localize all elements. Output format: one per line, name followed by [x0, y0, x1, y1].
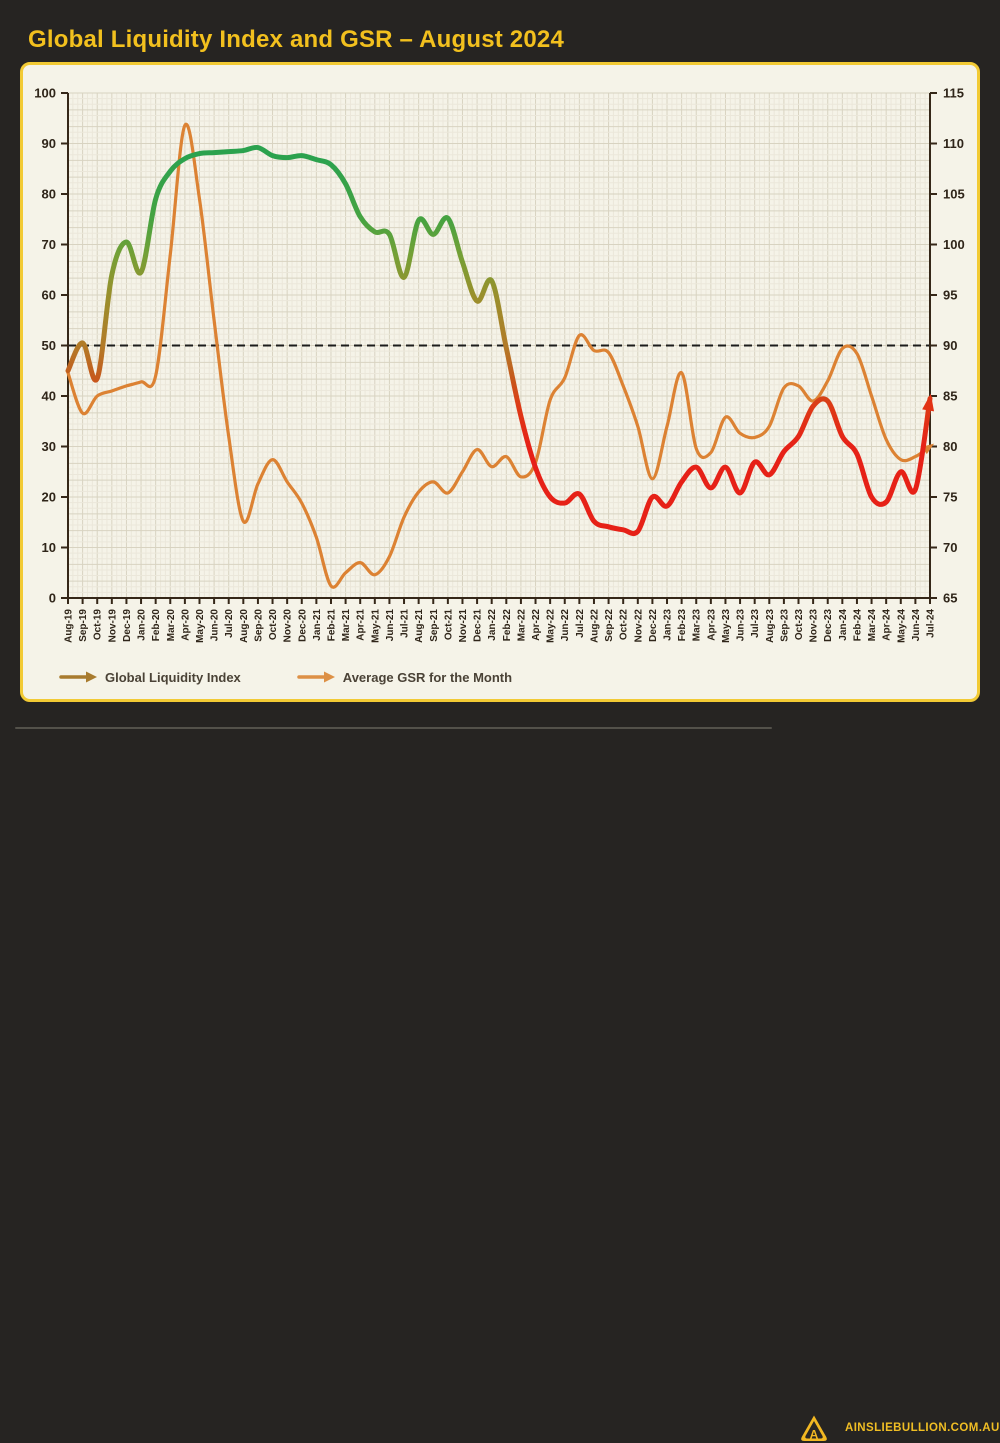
svg-text:Jun-22: Jun-22: [560, 609, 571, 642]
svg-text:Jul-24: Jul-24: [926, 609, 937, 638]
chart-plot-area: 100 90 80 70 60 50 40 30 20 10 0 115 110 105 100 95 90 85…: [23, 65, 977, 699]
svg-text:90: 90: [943, 338, 957, 353]
svg-text:Sep-22: Sep-22: [604, 609, 615, 642]
svg-text:Dec-19: Dec-19: [122, 609, 133, 642]
svg-text:Jul-22: Jul-22: [575, 609, 586, 638]
svg-text:85: 85: [943, 389, 957, 404]
svg-text:0: 0: [49, 591, 56, 606]
svg-text:Mar-23: Mar-23: [692, 609, 703, 642]
svg-text:Jun-20: Jun-20: [210, 609, 221, 642]
svg-text:Apr-21: Apr-21: [356, 609, 367, 641]
svg-text:May-21: May-21: [370, 609, 381, 643]
svg-text:Jun-24: Jun-24: [911, 609, 922, 642]
svg-text:30: 30: [42, 439, 56, 454]
svg-text:Jan-22: Jan-22: [487, 609, 498, 641]
chart-legend: Global Liquidity Index Average GSR for t…: [59, 664, 512, 690]
svg-text:60: 60: [42, 288, 56, 303]
svg-text:Dec-22: Dec-22: [648, 609, 659, 642]
footer-divider: [15, 727, 772, 729]
svg-text:65: 65: [943, 591, 957, 606]
svg-text:50: 50: [42, 338, 56, 353]
svg-text:Aug-19: Aug-19: [64, 609, 75, 643]
svg-text:70: 70: [42, 237, 56, 252]
svg-text:90: 90: [42, 136, 56, 151]
svg-text:Oct-23: Oct-23: [794, 609, 805, 641]
svg-text:Jun-21: Jun-21: [385, 609, 396, 642]
svg-text:20: 20: [42, 490, 56, 505]
svg-text:Aug-23: Aug-23: [765, 609, 776, 643]
svg-text:Sep-21: Sep-21: [429, 609, 440, 642]
svg-text:May-23: May-23: [721, 609, 732, 643]
svg-text:Feb-23: Feb-23: [677, 609, 688, 642]
svg-text:Nov-20: Nov-20: [283, 609, 294, 643]
svg-text:Apr-23: Apr-23: [706, 609, 717, 641]
gli-arrow-icon: [59, 670, 99, 684]
svg-text:10: 10: [42, 540, 56, 555]
svg-text:Dec-20: Dec-20: [297, 609, 308, 642]
svg-text:80: 80: [42, 187, 56, 202]
svg-text:May-20: May-20: [195, 609, 206, 643]
page-title: Global Liquidity Index and GSR – August …: [28, 26, 564, 53]
svg-text:Apr-20: Apr-20: [180, 609, 191, 641]
svg-text:Sep-23: Sep-23: [779, 609, 790, 642]
legend-label-gsr: Average GSR for the Month: [342, 669, 513, 685]
svg-text:Mar-22: Mar-22: [516, 609, 527, 642]
svg-text:Oct-21: Oct-21: [443, 609, 454, 641]
svg-text:Mar-20: Mar-20: [166, 609, 177, 642]
svg-text:Oct-19: Oct-19: [93, 609, 104, 641]
svg-text:Oct-20: Oct-20: [268, 609, 279, 641]
svg-text:Jul-20: Jul-20: [224, 609, 235, 638]
svg-text:Aug-20: Aug-20: [239, 609, 250, 643]
svg-text:Dec-21: Dec-21: [473, 609, 484, 642]
svg-text:Apr-24: Apr-24: [882, 609, 893, 641]
svg-text:Nov-23: Nov-23: [809, 609, 820, 643]
svg-text:Jul-23: Jul-23: [750, 609, 761, 638]
footer: A AINSLIEBULLION.COM.AU: [0, 702, 1000, 1442]
svg-text:40: 40: [42, 389, 56, 404]
svg-text:Sep-19: Sep-19: [78, 609, 89, 642]
svg-text:100: 100: [943, 237, 965, 252]
svg-text:75: 75: [943, 490, 957, 505]
svg-text:100: 100: [34, 86, 56, 101]
svg-text:Jun-23: Jun-23: [736, 609, 747, 642]
svg-text:Jan-24: Jan-24: [838, 609, 849, 641]
svg-text:Jul-21: Jul-21: [400, 609, 411, 638]
svg-text:Apr-22: Apr-22: [531, 609, 542, 641]
svg-text:105: 105: [943, 187, 965, 202]
svg-text:May-24: May-24: [896, 609, 907, 643]
legend-item-gli: Global Liquidity Index: [59, 670, 241, 685]
svg-text:Dec-23: Dec-23: [823, 609, 834, 642]
legend-label-gli: Global Liquidity Index: [105, 669, 241, 685]
svg-text:95: 95: [943, 288, 957, 303]
svg-text:Jan-23: Jan-23: [663, 609, 674, 641]
svg-text:115: 115: [943, 86, 964, 101]
chart-panel: 100 90 80 70 60 50 40 30 20 10 0 115 110 105 100 95 90 85…: [20, 62, 980, 702]
footer-site-url: AINSLIEBULLION.COM.AU: [845, 1422, 1000, 1434]
svg-text:Sep-20: Sep-20: [253, 609, 264, 642]
legend-item-gsr: Average GSR for the Month: [297, 670, 512, 685]
svg-text:110: 110: [943, 136, 964, 151]
svg-text:70: 70: [943, 540, 957, 555]
svg-text:Feb-22: Feb-22: [502, 609, 513, 642]
svg-text:Aug-22: Aug-22: [589, 609, 600, 643]
svg-text:Jan-21: Jan-21: [312, 609, 323, 641]
svg-text:Aug-21: Aug-21: [414, 609, 425, 643]
svg-text:May-22: May-22: [546, 609, 557, 643]
svg-text:Jan-20: Jan-20: [137, 609, 148, 641]
svg-text:80: 80: [943, 439, 957, 454]
svg-text:Nov-19: Nov-19: [107, 609, 118, 643]
svg-text:Feb-21: Feb-21: [326, 609, 337, 642]
svg-text:A: A: [810, 1428, 819, 1442]
svg-text:Mar-24: Mar-24: [867, 609, 878, 642]
gsr-arrow-icon: [297, 670, 337, 684]
svg-text:Oct-22: Oct-22: [619, 609, 630, 641]
ainslie-logo-icon: A: [801, 1415, 827, 1442]
svg-text:Nov-22: Nov-22: [633, 609, 644, 643]
svg-text:Feb-24: Feb-24: [852, 609, 863, 642]
svg-text:Feb-20: Feb-20: [151, 609, 162, 642]
svg-text:Nov-21: Nov-21: [458, 609, 469, 643]
svg-text:Mar-21: Mar-21: [341, 609, 352, 642]
